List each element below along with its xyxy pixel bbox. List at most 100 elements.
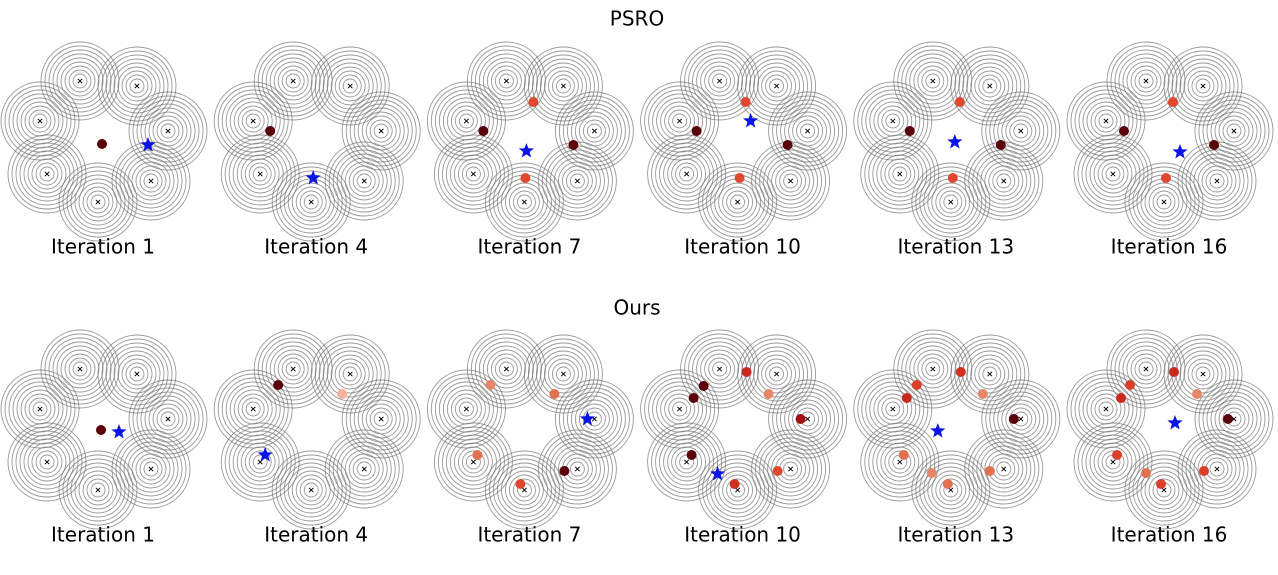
mode-ring [656, 97, 704, 145]
population-point [1168, 97, 1178, 107]
mode-ring [458, 401, 474, 417]
mode-center [574, 466, 580, 472]
mode-ring [28, 109, 52, 133]
mode-ring [279, 458, 343, 522]
mode-ring [90, 482, 106, 498]
mode-ring [1181, 433, 1253, 505]
mode-ring [1201, 165, 1233, 197]
mode-ring [1138, 361, 1154, 377]
population-point [698, 381, 709, 391]
mode-ring [482, 345, 530, 393]
mode-ring [954, 338, 1026, 410]
mode-ring [125, 362, 149, 386]
mode-center [677, 118, 683, 124]
population-point [96, 425, 106, 435]
mode-ring [220, 422, 300, 502]
mode-ring [332, 437, 396, 501]
mode-ring [1177, 429, 1257, 509]
mode-ring [704, 353, 736, 385]
mode-ring [555, 366, 571, 382]
mode-ring [508, 474, 540, 506]
mode-ring [565, 169, 589, 193]
mode-ring [125, 74, 149, 98]
mode-ring [672, 113, 688, 129]
mode-ring [58, 450, 138, 530]
population-point [729, 479, 740, 489]
mode-center [165, 128, 171, 134]
mode-ring [322, 58, 378, 114]
mode-ring [943, 194, 959, 210]
mode-center [890, 406, 896, 412]
mode-ring [737, 46, 817, 126]
mode-ring [549, 441, 605, 497]
mode-ring [765, 74, 789, 98]
mode-ring [1206, 103, 1262, 159]
mode-ring [684, 45, 756, 117]
mode-ring [1202, 387, 1266, 451]
mode-center [1214, 178, 1220, 184]
mode-ring [7, 422, 87, 502]
mode-ring [78, 470, 118, 510]
mode-ring [700, 349, 740, 389]
mode-ring [357, 107, 405, 155]
mode-ring [117, 66, 157, 106]
mode-ring [982, 366, 998, 382]
mode-ring [1090, 393, 1122, 425]
population-point [515, 479, 526, 489]
mode-ring [765, 362, 789, 386]
mode-ring [779, 169, 803, 193]
mode-center [948, 199, 954, 205]
mode-ring [221, 377, 285, 441]
mode-ring [62, 166, 134, 238]
mode-ring [757, 354, 797, 394]
row-title: Ours [613, 296, 660, 320]
mode-ring [722, 474, 754, 506]
mode-ring [303, 194, 319, 210]
mode-ring [373, 411, 389, 427]
mode-ring [135, 453, 167, 485]
mode-ring [123, 441, 179, 497]
mode-ring [336, 153, 392, 209]
mode-ring [281, 69, 305, 93]
mode-ring [527, 50, 599, 122]
mode-ring [461, 162, 485, 186]
mode-center [677, 406, 683, 412]
mode-ring [885, 401, 901, 417]
mode-ring [1210, 107, 1258, 155]
mode-ring [48, 49, 112, 113]
mode-ring [139, 457, 163, 481]
mode-ring [566, 103, 622, 159]
mode-ring [1175, 58, 1231, 114]
mode-ring [869, 385, 917, 433]
mode-ring [984, 161, 1024, 201]
mode-ring [78, 182, 118, 222]
mode-ring [498, 361, 514, 377]
mode-ring [988, 165, 1020, 197]
mode-ring [97, 334, 177, 414]
mode-ring [129, 366, 145, 382]
mode-ring [982, 78, 998, 94]
mode-center [257, 171, 263, 177]
mode-ring [1148, 474, 1180, 506]
mode-center [717, 366, 723, 372]
mode-ring [964, 429, 1044, 509]
mode-ring [1167, 338, 1239, 410]
mode-center [1018, 128, 1024, 134]
mode-ring [273, 61, 313, 101]
mode-ring [434, 89, 498, 153]
mode-ring [917, 65, 949, 97]
population-point [1199, 466, 1209, 476]
mode-center [735, 199, 741, 205]
mode-ring [454, 109, 478, 133]
mode-ring [24, 393, 56, 425]
mode-ring [992, 169, 1016, 193]
mode-ring [769, 366, 785, 382]
population-point [1008, 414, 1019, 424]
panel-label: Iteration 7 [477, 523, 581, 547]
mode-center [560, 83, 566, 89]
mode-ring [252, 454, 268, 470]
mode-ring [780, 103, 836, 159]
mode-ring [1074, 377, 1138, 441]
population-point [782, 140, 793, 150]
mode-ring [741, 338, 813, 410]
